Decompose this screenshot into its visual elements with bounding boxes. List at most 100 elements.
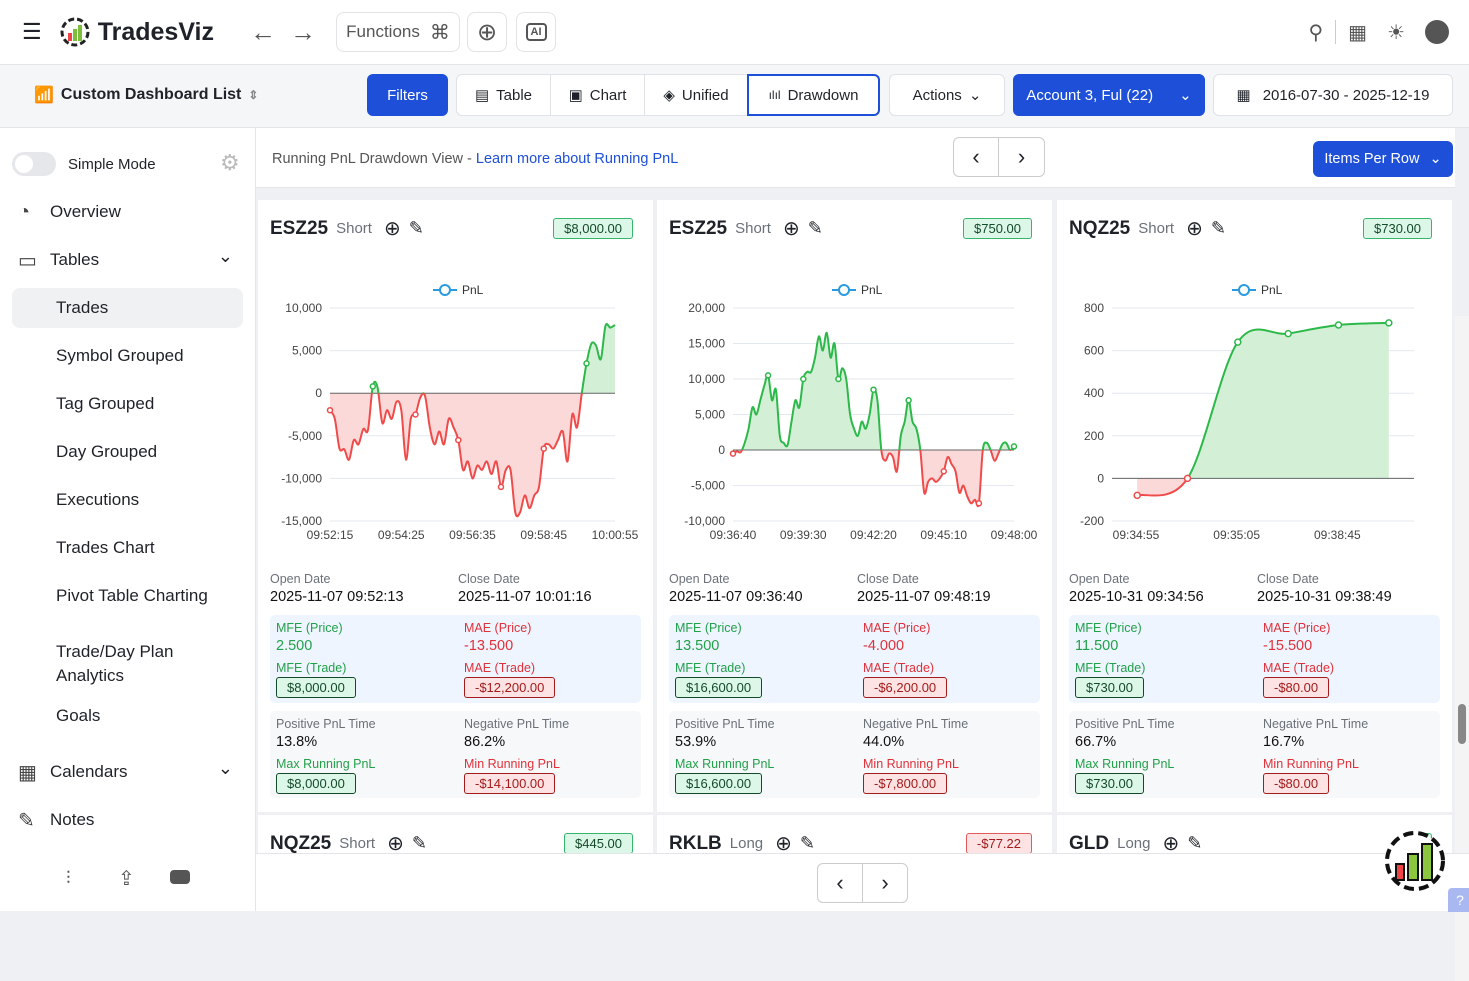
- sidebar-item-label: Trades Chart: [56, 538, 155, 557]
- stat-badge: -$80.00: [1263, 773, 1330, 794]
- crosshair-icon[interactable]: ⊕: [782, 218, 800, 240]
- trade-side: Short: [1138, 220, 1175, 237]
- sidebar-item-day-grouped[interactable]: Day Grouped: [12, 432, 243, 472]
- sidebar-item-pivot-table-charting[interactable]: Pivot Table Charting: [12, 576, 243, 616]
- tab-unified[interactable]: ◈ Unified: [644, 74, 748, 116]
- sidebar-item-tables[interactable]: ▭ Tables ⌄: [12, 240, 243, 280]
- sidebar-item-trade-day-plan-analytics[interactable]: Trade/Day Plan Analytics: [12, 636, 243, 692]
- youtube-icon[interactable]: [170, 870, 190, 884]
- back-arrow-icon[interactable]: ←: [250, 16, 277, 47]
- stat-value: 2025-11-07 09:48:19: [857, 589, 991, 605]
- sidebar-item-notes[interactable]: ✎ Notes: [12, 800, 243, 840]
- tab-drawdown[interactable]: ılıl Drawdown: [747, 74, 880, 116]
- sliders-icon[interactable]: ⫶: [66, 868, 71, 888]
- scrollbar[interactable]: [1455, 316, 1469, 981]
- learn-more-link[interactable]: Learn more about Running PnL: [475, 151, 679, 167]
- command-key-icon: ⌘: [429, 21, 450, 44]
- next-page-button[interactable]: ›: [998, 137, 1045, 177]
- stat-mae-trade: MAE (Trade) -$12,200.00: [464, 661, 644, 698]
- symbol[interactable]: ESZ25: [270, 217, 329, 239]
- crosshair-icon[interactable]: ⊕: [1162, 833, 1180, 855]
- x-tick-label: 09:58:45: [520, 528, 567, 542]
- sidebar-item-symbol-grouped[interactable]: Symbol Grouped: [12, 336, 243, 376]
- help-button[interactable]: ?: [1448, 888, 1469, 912]
- crosshair-icon[interactable]: ⊕: [775, 833, 792, 855]
- sidebar-item-trades-chart[interactable]: Trades Chart: [12, 528, 243, 568]
- account-selector[interactable]: Account 3, Ful (22) ⌄: [1013, 74, 1205, 116]
- stat-mae-price: MAE (Price) -4.000: [863, 621, 1043, 654]
- positive-area: [1187, 322, 1389, 479]
- data-point: [729, 450, 737, 457]
- card-header: NQZ25 Short ⊕ ✎: [1069, 216, 1226, 241]
- add-button[interactable]: ⊕: [467, 12, 508, 52]
- edit-pencil-icon[interactable]: ✎: [1210, 218, 1226, 238]
- stat-label: MFE (Price): [276, 621, 343, 635]
- stat-mfe-price: MFE (Price) 2.500: [276, 621, 456, 654]
- settings-gear-icon[interactable]: ⚙: [220, 150, 240, 175]
- crosshair-icon[interactable]: ⊕: [1186, 218, 1203, 240]
- edit-pencil-icon[interactable]: ✎: [408, 218, 424, 238]
- edit-pencil-icon[interactable]: ✎: [807, 218, 823, 238]
- ai-chat-button[interactable]: AI: [516, 12, 557, 52]
- symbol[interactable]: ESZ25: [669, 217, 728, 239]
- sidebar-item-label: Day Grouped: [56, 442, 158, 461]
- items-per-row-label: Items Per Row: [1324, 151, 1420, 167]
- crosshair-icon[interactable]: ⊕: [383, 218, 401, 240]
- symbol[interactable]: GLD: [1069, 832, 1110, 854]
- sidebar-item-executions[interactable]: Executions: [12, 480, 243, 520]
- simple-mode-label: Simple Mode: [68, 156, 156, 173]
- sidebar-item-label: Symbol Grouped: [56, 346, 184, 365]
- edit-pencil-icon[interactable]: ✎: [799, 833, 816, 853]
- edit-pencil-icon[interactable]: ✎: [411, 833, 427, 853]
- search-icon[interactable]: ⚲: [1308, 21, 1324, 44]
- scrollbar-thumb[interactable]: [1458, 704, 1466, 744]
- data-point: [1284, 329, 1292, 338]
- notes-icon: ✎: [18, 809, 35, 832]
- sidebar-item-trades[interactable]: Trades: [12, 288, 243, 328]
- y-tick-label: -10,000: [281, 471, 322, 485]
- user-avatar-icon[interactable]: [1425, 20, 1449, 44]
- tradesviz-assistant-icon[interactable]: [1384, 830, 1446, 892]
- crosshair-icon[interactable]: ⊕: [387, 833, 404, 855]
- edit-pencil-icon[interactable]: ✎: [1187, 833, 1203, 853]
- stat-label: MFE (Trade): [276, 661, 347, 675]
- upload-icon[interactable]: ⇪: [118, 868, 135, 890]
- stat-min-pnl: Min Running PnL -$80.00: [1263, 757, 1443, 794]
- theme-sun-icon[interactable]: ☀: [1387, 21, 1405, 44]
- functions-button[interactable]: Functions ⌘: [336, 12, 461, 52]
- symbol[interactable]: RKLB: [669, 832, 722, 854]
- actions-dropdown[interactable]: Actions ⌄: [889, 74, 1005, 116]
- stat-label: Max Running PnL: [1075, 757, 1175, 771]
- sidebar-item-tag-grouped[interactable]: Tag Grouped: [12, 384, 243, 424]
- stat-badge: $16,600.00: [675, 677, 763, 698]
- symbol[interactable]: NQZ25: [1069, 217, 1131, 239]
- forward-arrow-icon[interactable]: →: [290, 16, 317, 47]
- main-content: Running PnL Drawdown View - Learn more a…: [256, 128, 1469, 981]
- apps-grid-icon[interactable]: ▦: [1348, 21, 1368, 44]
- sidebar-item-calendars[interactable]: ▦ Calendars ⌄: [12, 752, 243, 792]
- simple-mode-toggle[interactable]: [12, 152, 56, 176]
- tab-table[interactable]: ▤ Table: [456, 74, 551, 116]
- stat-close: Close Date 2025-11-07 10:01:16: [458, 572, 638, 605]
- stat-badge: $8,000.00: [276, 677, 356, 698]
- bottom-next-button[interactable]: ›: [862, 863, 908, 903]
- chart-container: PnL 800 600 400 200 0 -200 09:34:55 09:35:05 09:3…: [1057, 275, 1452, 552]
- stat-max-pnl: Max Running PnL $8,000.00: [276, 757, 456, 794]
- stat-label: Open Date: [270, 572, 331, 586]
- date-range-picker[interactable]: ▦ 2016-07-30 - 2025-12-19: [1213, 74, 1453, 116]
- items-per-row-button[interactable]: Items Per Row ⌄: [1313, 141, 1453, 177]
- x-tick-label: 09:54:25: [378, 528, 425, 542]
- sidebar-item-overview[interactable]: ◔ Overview: [12, 192, 243, 232]
- filters-button[interactable]: Filters: [367, 74, 448, 116]
- prev-page-button[interactable]: ‹: [953, 137, 999, 177]
- data-point: [764, 372, 772, 379]
- stat-label: Negative PnL Time: [464, 717, 570, 731]
- tab-chart[interactable]: ▣ Chart: [550, 74, 645, 116]
- symbol[interactable]: NQZ25: [270, 832, 332, 854]
- dashboard-chart-icon: 📶: [34, 87, 54, 104]
- sidebar-item-goals[interactable]: Goals: [12, 696, 243, 736]
- dashboard-list-selector[interactable]: 📶 Custom Dashboard List ⇕: [34, 74, 258, 116]
- hamburger-menu-icon[interactable]: ☰: [22, 19, 42, 44]
- view-toolbar: 📶 Custom Dashboard List ⇕ Filters ▤ Table ▣…: [0, 65, 1469, 128]
- bottom-prev-button[interactable]: ‹: [817, 863, 863, 903]
